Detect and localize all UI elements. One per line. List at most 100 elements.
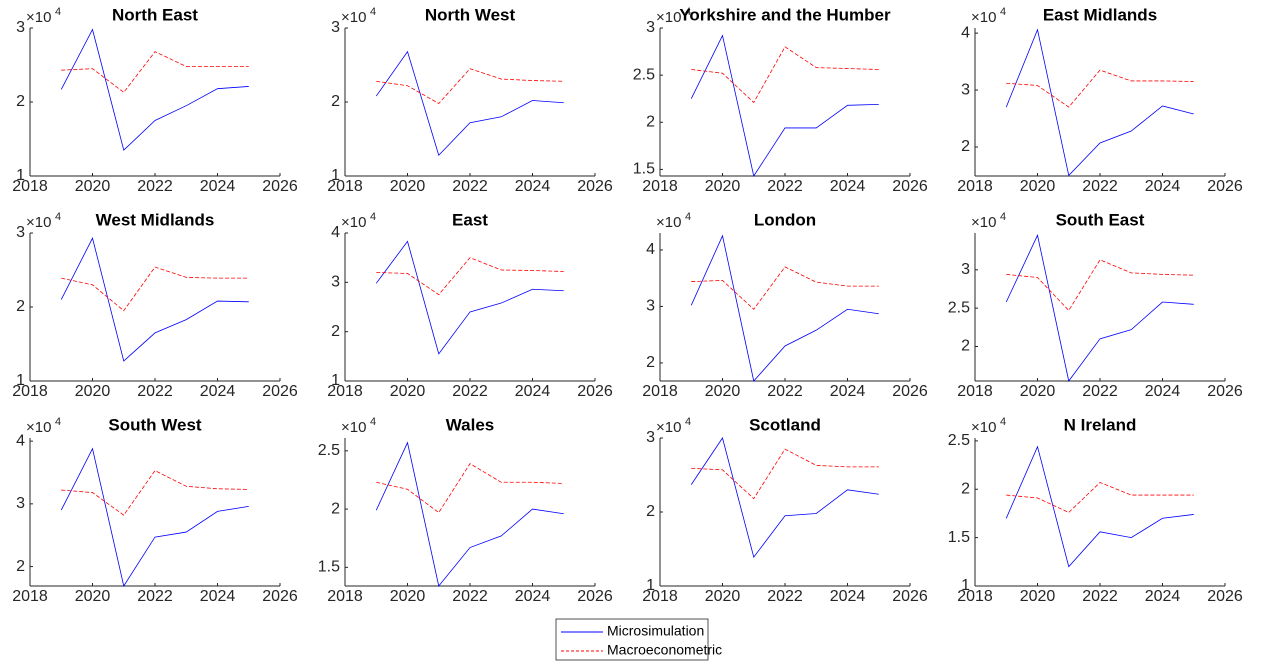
y-tick-label: 1 <box>16 372 25 389</box>
x-tick-label: 2026 <box>577 178 613 195</box>
series-line <box>690 437 879 559</box>
x-tick-label: 2024 <box>515 178 551 195</box>
y-multiplier: ×10 <box>656 9 681 26</box>
y-tick-label: 3 <box>961 261 970 278</box>
x-tick-label: 2018 <box>12 178 48 195</box>
y-exponent: 4 <box>370 6 376 18</box>
x-tick-label: 2026 <box>577 383 613 400</box>
y-tick-label: 3 <box>16 224 25 241</box>
chart-title: London <box>754 210 816 229</box>
y-tick-label: 2 <box>961 338 970 355</box>
chart-title: Yorkshire and the Humber <box>679 5 891 24</box>
x-tick-label: 2026 <box>262 588 298 605</box>
y-multiplier: ×10 <box>971 419 996 436</box>
chart-title: West Midlands <box>96 210 215 229</box>
y-tick-label: 1 <box>331 372 340 389</box>
chart-title: South West <box>108 415 202 434</box>
x-tick-label: 2020 <box>390 588 426 605</box>
y-tick-label: 3 <box>961 81 970 98</box>
series-line <box>1006 259 1194 312</box>
series-line <box>61 266 249 312</box>
x-tick-label: 2024 <box>1145 178 1181 195</box>
x-tick-label: 2020 <box>705 178 741 195</box>
series-line <box>61 51 249 93</box>
y-tick-label: 2 <box>646 503 655 520</box>
x-tick-label: 2024 <box>1145 383 1181 400</box>
y-tick-label: 2 <box>16 558 25 575</box>
x-tick-label: 2020 <box>75 588 111 605</box>
y-tick-label: 3 <box>646 19 655 36</box>
series-line <box>60 447 249 588</box>
x-tick-label: 2018 <box>642 588 678 605</box>
y-multiplier: ×10 <box>341 419 366 436</box>
x-tick-label: 2018 <box>957 383 993 400</box>
y-tick-label: 1 <box>331 167 340 184</box>
y-multiplier: ×10 <box>656 419 681 436</box>
y-tick-label: 3 <box>331 274 340 291</box>
y-tick-label: 2 <box>646 113 655 130</box>
y-tick-label: 2 <box>331 93 340 110</box>
y-tick-label: 3 <box>331 19 340 36</box>
x-tick-label: 2024 <box>830 383 866 400</box>
x-tick-label: 2026 <box>262 178 298 195</box>
y-tick-label: 1 <box>646 577 655 594</box>
y-tick-label: 2 <box>16 298 25 315</box>
series-line <box>60 237 249 362</box>
series-line <box>375 240 564 355</box>
x-tick-label: 2024 <box>830 178 866 195</box>
series-line <box>690 234 879 382</box>
x-tick-label: 2022 <box>1082 383 1118 400</box>
x-tick-label: 2020 <box>1020 383 1056 400</box>
y-exponent: 4 <box>55 6 61 18</box>
chart-title: Wales <box>446 415 495 434</box>
x-tick-label: 2024 <box>515 383 551 400</box>
series-line <box>1006 69 1194 108</box>
y-multiplier: ×10 <box>971 9 996 26</box>
x-tick-label: 2026 <box>262 383 298 400</box>
y-tick-label: 2 <box>961 480 970 497</box>
x-tick-label: 2020 <box>390 178 426 195</box>
y-tick-label: 1 <box>16 167 25 184</box>
series-line <box>1005 234 1194 382</box>
x-tick-label: 2022 <box>137 178 173 195</box>
chart-title: N Ireland <box>1064 415 1137 434</box>
y-tick-label: 1.5 <box>318 559 340 576</box>
x-tick-label: 2022 <box>1082 588 1118 605</box>
y-tick-label: 3 <box>646 298 655 315</box>
series-line <box>1005 445 1194 568</box>
x-tick-label: 2018 <box>12 588 48 605</box>
x-tick-label: 2022 <box>137 383 173 400</box>
y-multiplier: ×10 <box>971 214 996 231</box>
x-tick-label: 2020 <box>705 588 741 605</box>
chart-title: North West <box>425 5 516 24</box>
x-tick-label: 2024 <box>515 588 551 605</box>
y-exponent: 4 <box>370 416 376 428</box>
x-tick-label: 2026 <box>1207 383 1243 400</box>
x-tick-label: 2018 <box>327 383 363 400</box>
y-exponent: 4 <box>1000 211 1006 223</box>
y-multiplier: ×10 <box>26 9 51 26</box>
y-multiplier: ×10 <box>341 214 366 231</box>
x-tick-label: 2018 <box>12 383 48 400</box>
y-exponent: 4 <box>1000 6 1006 18</box>
y-exponent: 4 <box>685 6 691 18</box>
x-tick-label: 2018 <box>327 178 363 195</box>
x-tick-label: 2022 <box>767 588 803 605</box>
y-tick-label: 2 <box>961 138 970 155</box>
x-tick-label: 2024 <box>200 383 236 400</box>
x-tick-label: 2018 <box>957 588 993 605</box>
series-line <box>1006 482 1194 513</box>
chart-title: Scotland <box>749 415 821 434</box>
legend-label: Microsimulation <box>607 623 704 639</box>
y-multiplier: ×10 <box>26 419 51 436</box>
series-line <box>375 50 564 157</box>
x-tick-label: 2020 <box>705 383 741 400</box>
x-tick-label: 2022 <box>452 383 488 400</box>
x-tick-label: 2024 <box>200 178 236 195</box>
legend-label: Macroeconometric <box>607 642 722 658</box>
y-tick-label: 3 <box>16 495 25 512</box>
chart-title: North East <box>112 5 198 24</box>
x-tick-label: 2020 <box>390 383 426 400</box>
x-tick-label: 2022 <box>767 383 803 400</box>
x-tick-label: 2020 <box>75 178 111 195</box>
